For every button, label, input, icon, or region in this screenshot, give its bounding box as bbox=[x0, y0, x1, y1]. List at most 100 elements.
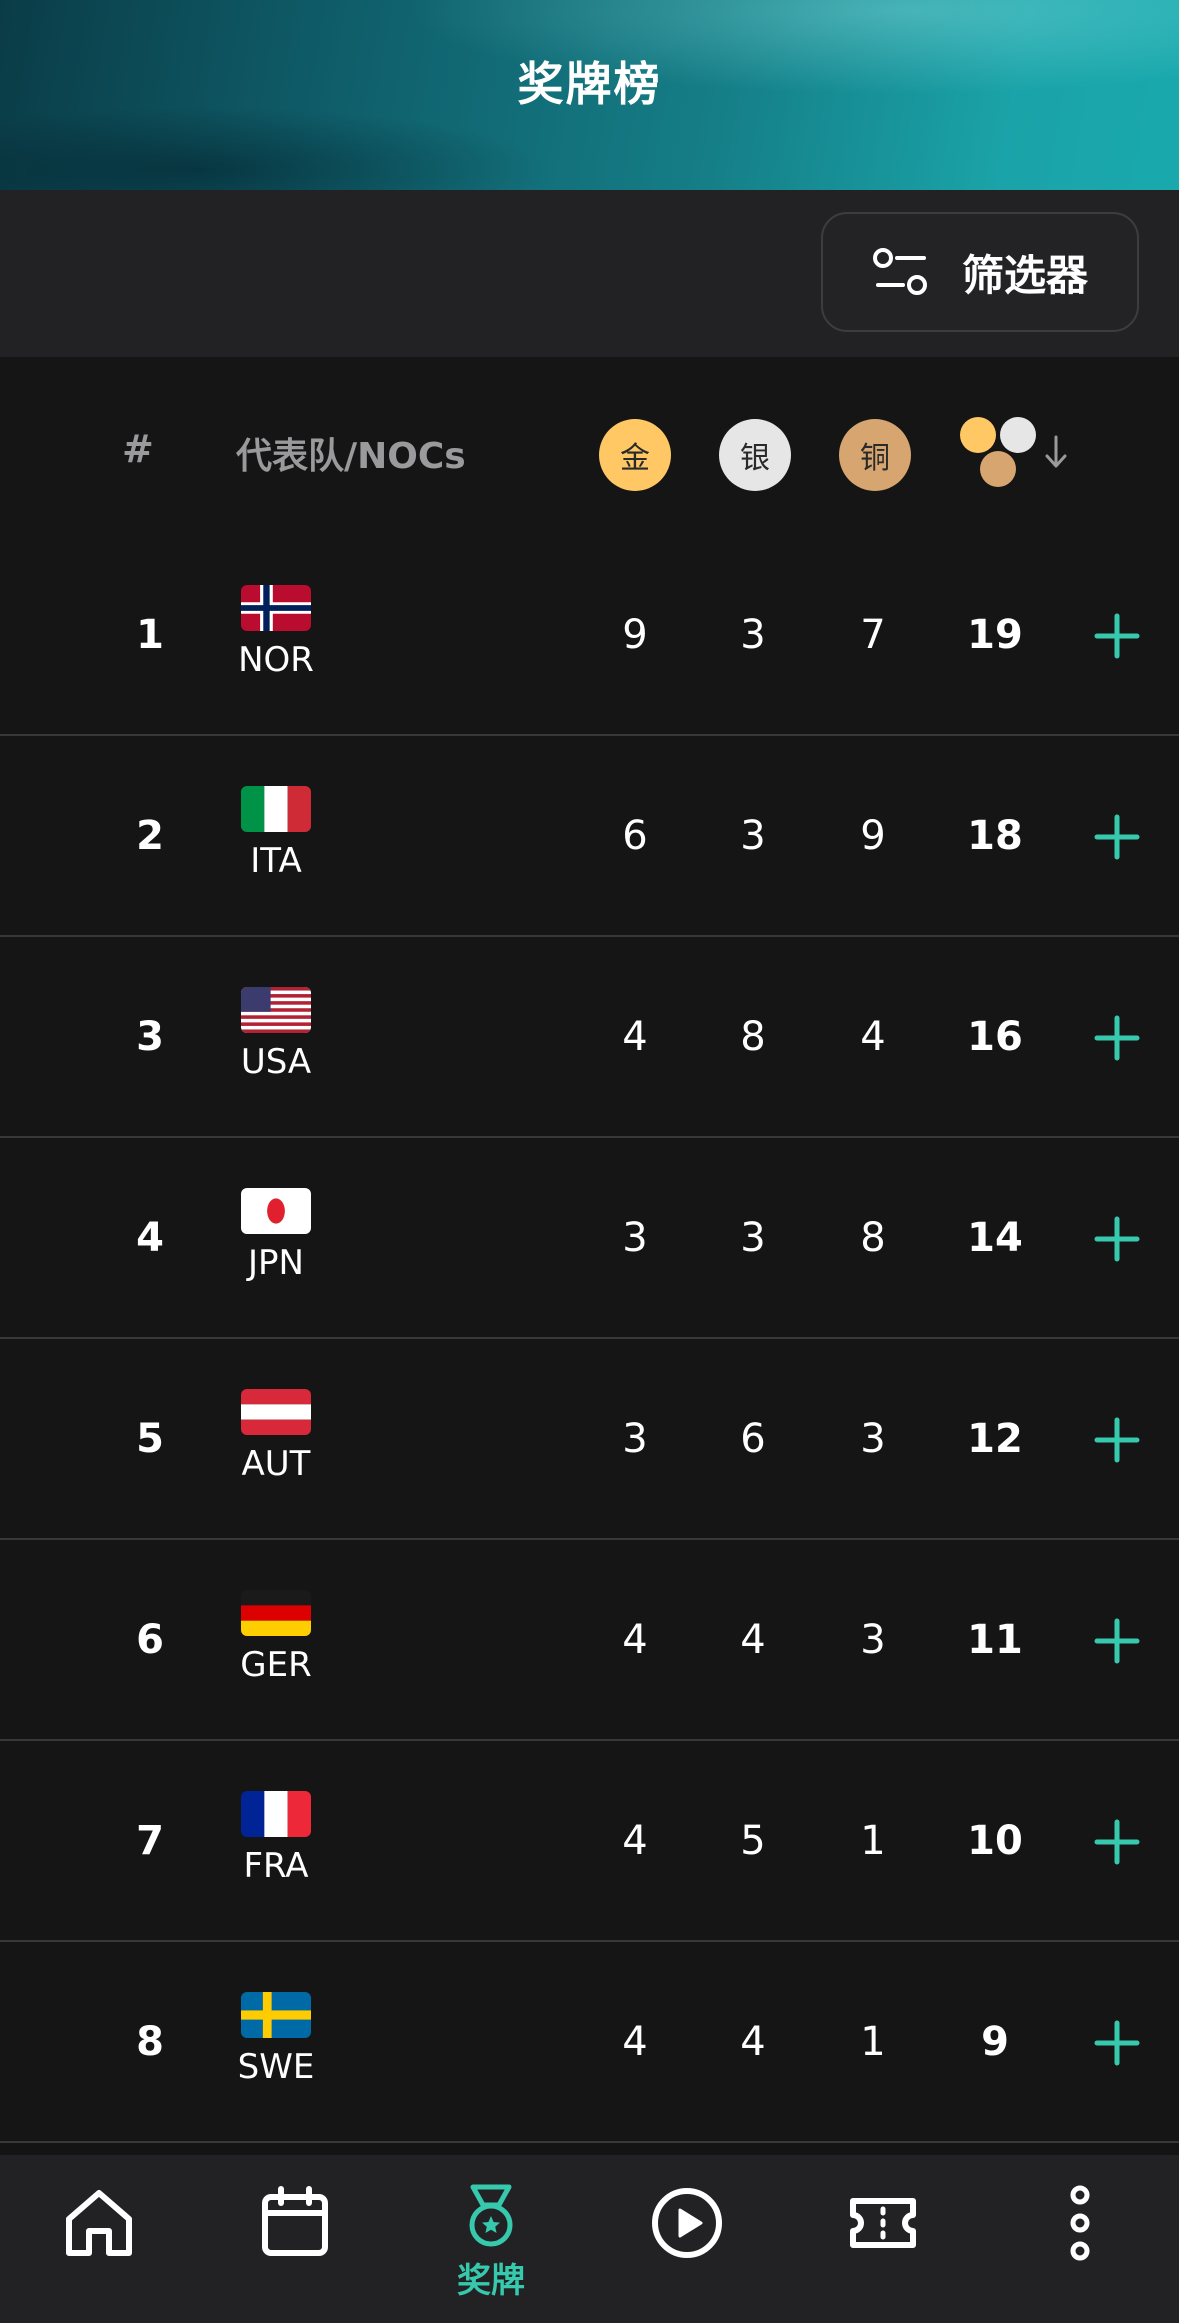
rank: 3 bbox=[136, 1014, 164, 1060]
page-title: 奖牌榜 bbox=[517, 57, 662, 111]
table-row[interactable]: 7 FRA 4 5 1 10 bbox=[0, 1741, 1179, 1942]
gold-count: 4 bbox=[622, 1014, 648, 1060]
filter-sliders-icon bbox=[872, 248, 927, 295]
expand-plus-icon[interactable] bbox=[1094, 1417, 1140, 1463]
home-icon bbox=[66, 2190, 132, 2256]
table-row[interactable]: 4 JPN 3 3 8 14 bbox=[0, 1138, 1179, 1339]
table-row[interactable]: 1 NOR 9 3 7 19 bbox=[0, 535, 1179, 736]
table-row[interactable]: 2 ITA 6 3 9 18 bbox=[0, 736, 1179, 937]
column-header-silver[interactable]: 银 bbox=[719, 419, 791, 491]
rank: 5 bbox=[136, 1416, 164, 1462]
table-row[interactable]: 6 GER 4 4 3 11 bbox=[0, 1540, 1179, 1741]
filter-label: 筛选器 bbox=[961, 250, 1088, 300]
rank: 6 bbox=[136, 1617, 164, 1663]
total-count: 16 bbox=[967, 1014, 1023, 1060]
gold-count: 4 bbox=[622, 1818, 648, 1864]
nav-tickets[interactable] bbox=[803, 2155, 963, 2323]
nav-more[interactable] bbox=[1000, 2155, 1160, 2323]
bronze-count: 9 bbox=[860, 813, 886, 859]
silver-count: 4 bbox=[740, 1617, 766, 1663]
filter-bar: 筛选器 bbox=[0, 190, 1179, 357]
nav-watch[interactable] bbox=[607, 2155, 767, 2323]
expand-plus-icon[interactable] bbox=[1094, 1618, 1140, 1664]
column-header-bronze[interactable]: 铜 bbox=[839, 419, 911, 491]
gold-count: 3 bbox=[622, 1416, 648, 1462]
noc-code: AUT bbox=[241, 1444, 311, 1484]
bronze-count: 3 bbox=[860, 1416, 886, 1462]
nav-medals[interactable]: 奖牌 bbox=[411, 2155, 571, 2323]
rank: 1 bbox=[136, 612, 164, 658]
total-count: 9 bbox=[981, 2019, 1009, 2065]
silver-count: 6 bbox=[740, 1416, 766, 1462]
flag-austria-icon bbox=[241, 1389, 311, 1435]
medal-icon bbox=[469, 2184, 513, 2247]
total-count: 12 bbox=[967, 1416, 1023, 1462]
rank: 8 bbox=[136, 2019, 164, 2065]
silver-count: 4 bbox=[740, 2019, 766, 2065]
nav-schedule[interactable] bbox=[215, 2155, 375, 2323]
table-header: # 代表队/NOCs 金 银 铜 bbox=[0, 357, 1179, 537]
total-count: 19 bbox=[967, 612, 1023, 658]
gold-count: 4 bbox=[622, 2019, 648, 2065]
noc-code: SWE bbox=[237, 2047, 315, 2087]
gold-count: 4 bbox=[622, 1617, 648, 1663]
bronze-count: 4 bbox=[860, 1014, 886, 1060]
total-count: 18 bbox=[967, 813, 1023, 859]
bronze-count: 1 bbox=[860, 1818, 886, 1864]
noc-code: GER bbox=[240, 1645, 312, 1685]
gold-count: 6 bbox=[622, 813, 648, 859]
rank: 7 bbox=[136, 1818, 164, 1864]
noc-code: ITA bbox=[250, 841, 302, 881]
expand-plus-icon[interactable] bbox=[1094, 814, 1140, 860]
expand-plus-icon[interactable] bbox=[1094, 2020, 1140, 2066]
bronze-count: 3 bbox=[860, 1617, 886, 1663]
silver-count: 8 bbox=[740, 1014, 766, 1060]
flag-germany-icon bbox=[241, 1590, 311, 1636]
bottom-nav: 奖牌 bbox=[0, 2155, 1179, 2323]
ticket-icon bbox=[850, 2198, 916, 2248]
medal-table: 1 NOR 9 3 7 19 2 ITA 6 3 9 18 bbox=[0, 535, 1179, 2143]
rank: 4 bbox=[136, 1215, 164, 1261]
flag-japan-icon bbox=[241, 1188, 311, 1234]
total-count: 10 bbox=[967, 1818, 1023, 1864]
flag-italy-icon bbox=[241, 786, 311, 832]
nav-home[interactable] bbox=[19, 2155, 179, 2323]
noc-code: USA bbox=[240, 1042, 312, 1082]
header: 奖牌榜 bbox=[0, 0, 1179, 190]
silver-count: 5 bbox=[740, 1818, 766, 1864]
table-row[interactable]: 5 AUT 3 6 3 12 bbox=[0, 1339, 1179, 1540]
bronze-count: 1 bbox=[860, 2019, 886, 2065]
total-count: 11 bbox=[967, 1617, 1023, 1663]
nav-medals-label: 奖牌 bbox=[457, 2261, 525, 2301]
silver-count: 3 bbox=[740, 1215, 766, 1261]
bronze-count: 7 bbox=[860, 612, 886, 658]
expand-plus-icon[interactable] bbox=[1094, 1216, 1140, 1262]
table-row[interactable]: 3 USA 4 8 4 16 bbox=[0, 937, 1179, 1138]
play-icon bbox=[652, 2188, 722, 2258]
noc-code: FRA bbox=[243, 1846, 309, 1886]
silver-count: 3 bbox=[740, 612, 766, 658]
expand-plus-icon[interactable] bbox=[1094, 613, 1140, 659]
gold-count: 9 bbox=[622, 612, 648, 658]
silver-count: 3 bbox=[740, 813, 766, 859]
column-header-rank: # bbox=[122, 427, 154, 471]
flag-sweden-icon bbox=[241, 1992, 311, 2038]
column-header-gold[interactable]: 金 bbox=[599, 419, 671, 491]
column-header-team: 代表队/NOCs bbox=[236, 436, 466, 477]
noc-code: JPN bbox=[248, 1243, 304, 1283]
bronze-count: 8 bbox=[860, 1215, 886, 1261]
more-vertical-icon bbox=[1070, 2185, 1090, 2261]
calendar-icon bbox=[262, 2186, 328, 2256]
total-medals-sort-icon[interactable] bbox=[958, 415, 1068, 495]
gold-count: 3 bbox=[622, 1215, 648, 1261]
flag-usa-icon bbox=[241, 987, 311, 1033]
table-row[interactable]: 8 SWE 4 4 1 9 bbox=[0, 1942, 1179, 2143]
flag-france-icon bbox=[241, 1791, 311, 1837]
rank: 2 bbox=[136, 813, 164, 859]
filter-button[interactable]: 筛选器 bbox=[821, 212, 1139, 332]
flag-norway-icon bbox=[241, 585, 311, 631]
expand-plus-icon[interactable] bbox=[1094, 1015, 1140, 1061]
expand-plus-icon[interactable] bbox=[1094, 1819, 1140, 1865]
noc-code: NOR bbox=[238, 640, 314, 680]
total-count: 14 bbox=[967, 1215, 1023, 1261]
